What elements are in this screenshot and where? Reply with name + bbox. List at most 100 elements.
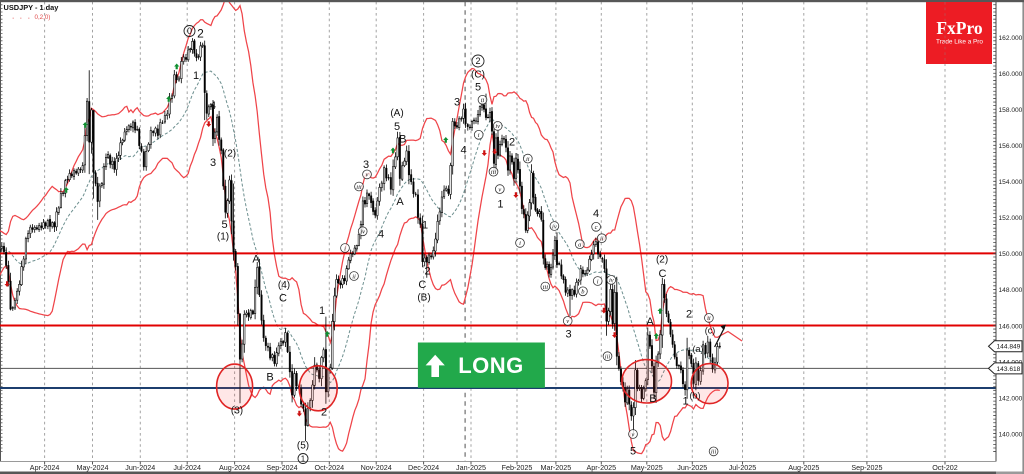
svg-text:Jul-2025: Jul-2025	[729, 463, 757, 472]
svg-text:Oct-202: Oct-202	[932, 463, 958, 472]
svg-text:i: i	[344, 245, 346, 252]
svg-text:2: 2	[197, 26, 204, 40]
svg-text:ii: ii	[707, 315, 711, 322]
svg-text:iv: iv	[552, 223, 557, 230]
svg-text:5: 5	[475, 81, 481, 93]
svg-text:(2): (2)	[656, 255, 668, 266]
svg-text:B: B	[266, 372, 273, 384]
svg-text:4: 4	[593, 208, 599, 220]
svg-text:i: i	[478, 132, 480, 139]
svg-text:ii: ii	[481, 97, 485, 104]
svg-text:Sep-2025: Sep-2025	[851, 463, 882, 472]
svg-text:Nov-2024: Nov-2024	[361, 463, 392, 472]
svg-text:154.000: 154.000	[999, 179, 1023, 186]
svg-text:3: 3	[565, 328, 571, 340]
svg-text:1: 1	[301, 454, 306, 463]
svg-text:144.849: 144.849	[997, 344, 1021, 351]
svg-text:162.000: 162.000	[999, 35, 1023, 42]
svg-text:142.000: 142.000	[999, 395, 1023, 402]
svg-text:Feb-2025: Feb-2025	[502, 463, 533, 472]
svg-text:(1): (1)	[217, 232, 229, 243]
svg-text:iii: iii	[605, 354, 611, 361]
svg-text:3: 3	[363, 159, 369, 171]
svg-text:0: 0	[187, 26, 192, 36]
svg-text:4: 4	[378, 229, 384, 241]
svg-text:158.000: 158.000	[999, 107, 1023, 114]
svg-text:B: B	[399, 134, 406, 146]
svg-text:Trade Like a Pro: Trade Like a Pro	[936, 39, 983, 46]
svg-text:v: v	[566, 318, 569, 325]
svg-text:1: 1	[682, 396, 688, 408]
svg-text:(2): (2)	[224, 149, 236, 160]
svg-text:ii: ii	[526, 156, 530, 163]
svg-text:May-2025: May-2025	[631, 463, 663, 472]
svg-text:A: A	[396, 196, 404, 208]
svg-text:(b): (b)	[690, 391, 701, 401]
svg-text:Jun-2024: Jun-2024	[125, 463, 155, 472]
svg-text:ii: ii	[600, 236, 604, 243]
svg-text:(4): (4)	[278, 280, 290, 291]
svg-text:140.000: 140.000	[999, 431, 1023, 438]
svg-text:1: 1	[497, 198, 503, 210]
svg-text:146.000: 146.000	[999, 323, 1023, 330]
svg-text:iii: iii	[543, 284, 549, 291]
svg-text:2: 2	[475, 56, 480, 66]
svg-text:Aug-2025: Aug-2025	[788, 463, 819, 472]
svg-text:May-2024: May-2024	[77, 463, 109, 472]
svg-text:a: a	[578, 242, 581, 249]
svg-text:Mar-2025: Mar-2025	[541, 463, 572, 472]
svg-text:3: 3	[210, 157, 216, 169]
svg-text:Jul-2024: Jul-2024	[173, 463, 201, 472]
svg-text:b: b	[581, 289, 585, 296]
svg-text:C: C	[418, 279, 426, 291]
svg-text:iii: iii	[356, 184, 362, 191]
svg-text:0,2,0): 0,2,0)	[35, 14, 51, 21]
svg-text:v: v	[498, 186, 501, 193]
svg-text:(C): (C)	[471, 70, 485, 81]
svg-text:Aug-2024: Aug-2024	[219, 463, 250, 472]
svg-text:2: 2	[321, 407, 327, 419]
svg-text:143.618: 143.618	[997, 366, 1021, 373]
svg-text:v: v	[366, 172, 369, 179]
svg-text:2: 2	[424, 265, 430, 277]
svg-text:iii: iii	[491, 169, 497, 176]
svg-text:1: 1	[422, 220, 428, 232]
svg-text:(3): (3)	[231, 406, 243, 417]
svg-text:1: 1	[319, 305, 325, 317]
svg-text:(B): (B)	[417, 292, 430, 303]
svg-text:A: A	[646, 316, 654, 328]
svg-text:5: 5	[394, 121, 400, 133]
svg-text:A: A	[252, 254, 260, 266]
svg-text:C: C	[659, 268, 667, 280]
svg-text:LONG: LONG	[458, 353, 524, 378]
svg-text:B: B	[649, 393, 656, 405]
svg-text:c: c	[595, 224, 598, 231]
svg-text:iv: iv	[609, 277, 614, 284]
svg-text:(5): (5)	[297, 441, 309, 452]
svg-text:USDJPY - 1 day: USDJPY - 1 day	[4, 3, 60, 12]
svg-text:iii: iii	[711, 449, 717, 456]
svg-text:152.000: 152.000	[999, 215, 1023, 222]
svg-text:iv: iv	[495, 123, 500, 130]
svg-text:Jan-2025: Jan-2025	[456, 463, 486, 472]
svg-text:ii: ii	[352, 273, 356, 280]
svg-text:i: i	[597, 278, 599, 285]
svg-text:150.000: 150.000	[999, 251, 1023, 258]
svg-text:v: v	[632, 431, 635, 438]
svg-text:(a): (a)	[693, 344, 704, 354]
svg-text:C: C	[279, 293, 287, 305]
svg-text:156.000: 156.000	[999, 143, 1023, 150]
svg-text:iv: iv	[360, 229, 365, 236]
svg-text:(c): (c)	[705, 325, 716, 335]
svg-text:Apr-2025: Apr-2025	[587, 463, 617, 472]
svg-text:Dec-2024: Dec-2024	[408, 463, 439, 472]
svg-text:Oct-2024: Oct-2024	[315, 463, 345, 472]
svg-text:4: 4	[210, 100, 216, 112]
svg-text:i: i	[519, 240, 521, 247]
svg-text:5: 5	[221, 219, 227, 231]
svg-text:148.000: 148.000	[999, 287, 1023, 294]
svg-text:(A): (A)	[390, 108, 403, 119]
svg-text:160.000: 160.000	[999, 71, 1023, 78]
svg-text:FxPro: FxPro	[936, 18, 983, 38]
svg-text:Jun-2025: Jun-2025	[677, 463, 707, 472]
